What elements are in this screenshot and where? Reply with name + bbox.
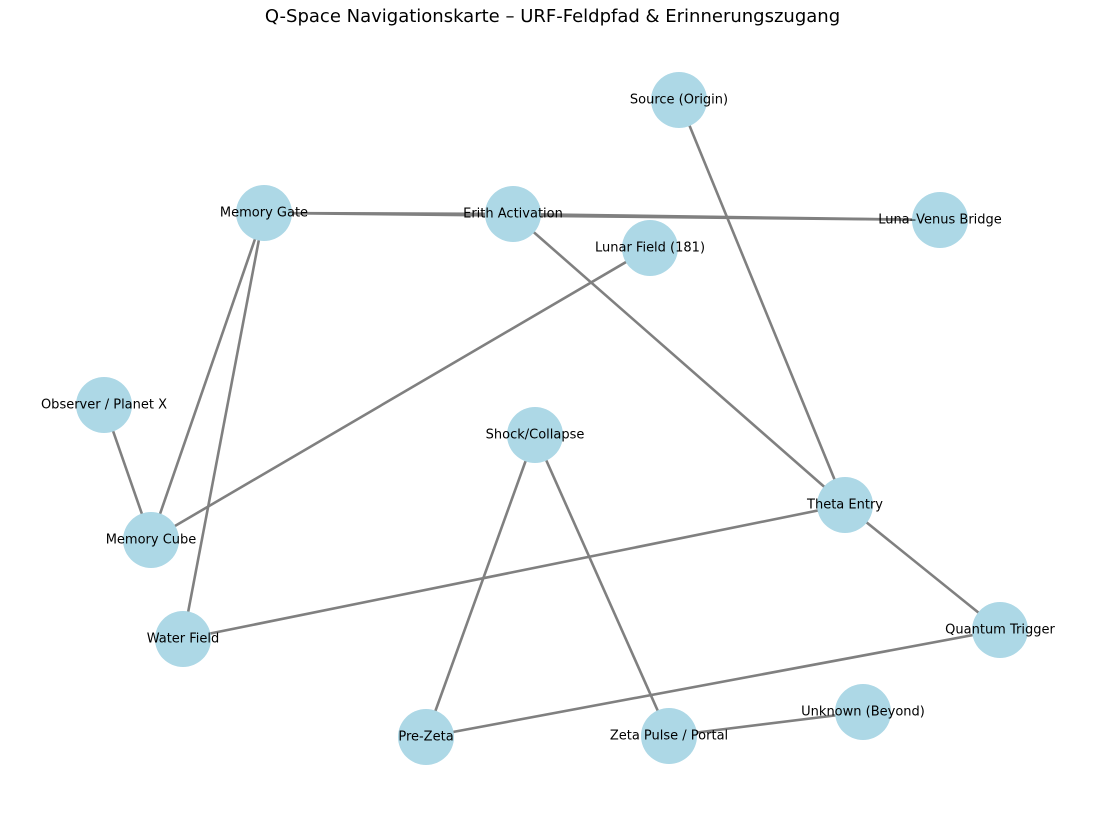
node-label-unknown: Unknown (Beyond) xyxy=(801,705,925,720)
edge-shock-pre-zeta xyxy=(424,434,537,738)
node-label-source: Source (Origin) xyxy=(630,93,728,108)
node-label-pre-zeta: Pre-Zeta xyxy=(398,730,453,745)
edge-shock-zeta xyxy=(533,434,671,737)
node-quantum xyxy=(972,602,1028,658)
node-memory-gate xyxy=(236,185,292,241)
edge-memory-gate-water-field xyxy=(181,212,266,640)
node-label-memory-cube: Memory Cube xyxy=(106,533,197,548)
node-label-erith: Erith Activation xyxy=(463,207,563,222)
node-unknown xyxy=(835,684,891,740)
node-water-field xyxy=(155,611,211,667)
node-label-zeta: Zeta Pulse / Portal xyxy=(610,729,728,744)
node-label-observer: Observer / Planet X xyxy=(41,398,167,413)
node-zeta xyxy=(641,708,697,764)
node-label-lunar-field: Lunar Field (181) xyxy=(595,241,705,256)
node-label-luna-venus: Luna–Venus Bridge xyxy=(878,213,1002,228)
node-label-quantum: Quantum Trigger xyxy=(945,623,1055,638)
node-memory-cube xyxy=(123,512,179,568)
diagram-title: Q-Space Navigationskarte – URF-Feldpfad … xyxy=(264,6,841,27)
edge-source-theta xyxy=(677,99,847,506)
node-theta xyxy=(817,477,873,533)
node-label-water-field: Water Field xyxy=(147,632,220,647)
node-label-theta: Theta Entry xyxy=(806,498,883,513)
edge-zeta-unknown xyxy=(668,710,864,738)
edge-memory-gate-luna-venus xyxy=(263,211,941,222)
node-erith xyxy=(485,186,541,242)
nodes-layer xyxy=(76,72,1028,765)
labels-layer: Source (Origin) Memory Gate Erith Activati… xyxy=(41,93,1056,745)
node-label-memory-gate: Memory Gate xyxy=(220,206,308,221)
edge-memory-gate-memory-cube xyxy=(149,212,266,541)
edge-theta-water-field xyxy=(182,503,846,641)
edges-layer xyxy=(102,99,1001,739)
node-shock xyxy=(507,407,563,463)
node-lunar-field xyxy=(622,220,678,276)
node-pre-zeta xyxy=(398,709,454,765)
edge-erith-theta xyxy=(512,213,846,506)
node-source xyxy=(651,72,707,128)
node-observer xyxy=(76,377,132,433)
edge-theta-quantum xyxy=(844,503,1001,632)
edge-quantum-pre-zeta xyxy=(425,628,1001,739)
edge-lunar-field-memory-cube xyxy=(150,246,651,542)
node-luna-venus xyxy=(912,192,968,248)
node-label-shock: Shock/Collapse xyxy=(486,428,585,443)
